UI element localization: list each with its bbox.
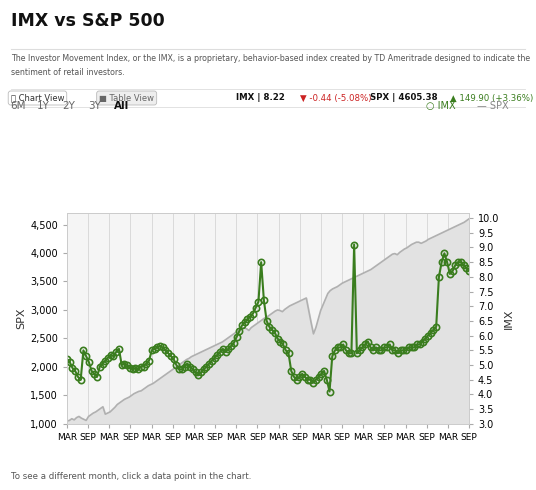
Text: To see a different month, click a data point in the chart.: To see a different month, click a data p… (11, 472, 251, 481)
Text: 2Y: 2Y (62, 101, 75, 111)
Text: 1Y: 1Y (36, 101, 49, 111)
Text: 3Y: 3Y (88, 101, 101, 111)
Y-axis label: SPX: SPX (16, 308, 26, 329)
Text: — SPX: — SPX (477, 101, 509, 111)
Text: SPX | 4605.38: SPX | 4605.38 (370, 94, 437, 102)
Text: IMX vs S&P 500: IMX vs S&P 500 (11, 12, 165, 30)
Text: ▼ -0.44 (-5.08%): ▼ -0.44 (-5.08%) (300, 94, 371, 102)
Text: All: All (114, 101, 129, 111)
Y-axis label: IMX: IMX (503, 308, 513, 329)
Text: IMX | 8.22: IMX | 8.22 (236, 94, 285, 102)
Text: 📊 Chart View: 📊 Chart View (11, 94, 64, 102)
Text: sentiment of retail investors.: sentiment of retail investors. (11, 68, 124, 76)
Text: ○ IMX: ○ IMX (426, 101, 456, 111)
Text: ■ Table View: ■ Table View (99, 94, 154, 102)
Text: ▲ 149.90 (+3.36%): ▲ 149.90 (+3.36%) (450, 94, 533, 102)
Text: 6M: 6M (11, 101, 26, 111)
Text: The Investor Movement Index, or the IMX, is a proprietary, behavior-based index : The Investor Movement Index, or the IMX,… (11, 54, 530, 63)
